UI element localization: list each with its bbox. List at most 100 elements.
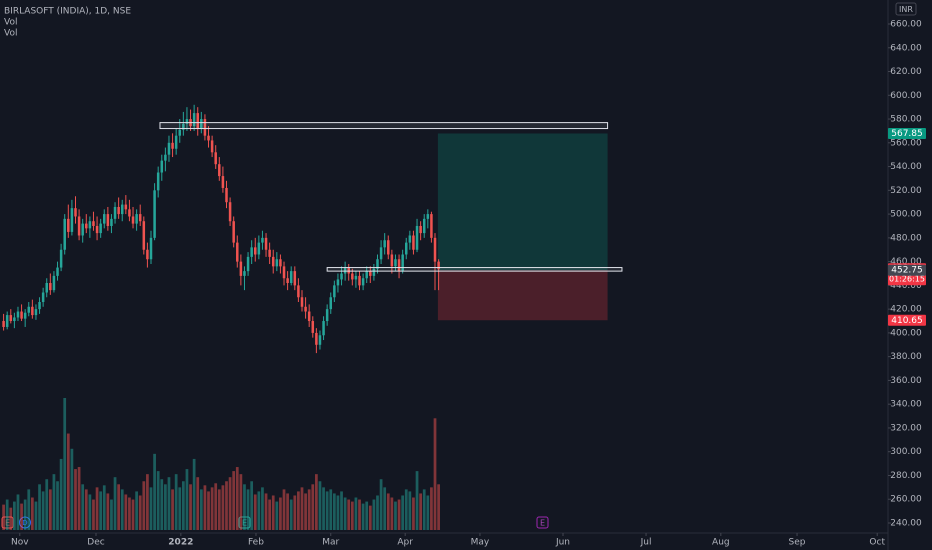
volume-bar [257,491,261,530]
volume-bar [271,495,275,530]
x-tick-label: Sep [789,538,806,548]
y-tick-label: 420.00 [890,305,922,315]
event-badge [536,516,549,529]
candle-body [221,176,225,188]
x-tick-label: Oct [869,538,885,548]
candle-body [340,273,343,280]
y-tick-label: 260.00 [890,495,922,505]
volume-bar [397,499,401,530]
volume-bar [203,485,207,530]
candle-body [372,268,376,276]
stop-zone [437,270,608,321]
candle-body [307,311,311,322]
volume-bar [332,493,336,530]
volume-bar [81,484,85,530]
candle-body [67,218,70,232]
volume-bar [368,505,372,530]
candle-body [293,271,297,286]
level-box [326,267,623,272]
y-tick-label: 400.00 [890,328,922,338]
candle-body [394,259,397,267]
volume-bar [56,481,59,530]
candle-body [336,279,340,286]
candle-body [422,218,426,234]
currency-box [895,2,917,16]
volume-bar [9,507,13,530]
candle-body [437,261,440,270]
candle-body [218,164,221,177]
candle-body [354,275,358,280]
candle-body [261,237,264,243]
y-tick-label: 380.00 [890,352,922,362]
volume-bar [196,477,200,530]
candle-body [13,317,16,322]
candle-body [300,297,304,307]
y-tick-label: 480.00 [890,233,922,243]
volume-bar [225,481,228,530]
y-tick-label: 580.00 [890,115,922,125]
candle-body [387,240,390,255]
x-tick-label: Jul [640,538,652,548]
volume-bar [210,487,214,530]
volume-bar [88,494,92,530]
volume-bar [20,503,23,530]
candle-body [426,214,430,219]
volume-bar [264,493,268,530]
volume-bar [110,499,113,530]
x-tick-label: Apr [397,538,413,548]
candle-body [81,223,84,236]
x-tick-label: Jun [555,538,570,548]
x-tick-label: Nov [11,538,29,548]
y-tick-label: 600.00 [890,91,922,101]
y-tick-label: 540.00 [890,162,922,172]
candle-body [243,271,246,276]
candle-body [315,332,318,345]
volume-bar [106,493,110,530]
candle-body [45,283,48,293]
volume-bar [70,448,74,530]
volume-bar [181,481,185,530]
y-tick-label: 500.00 [890,210,922,220]
candle-body [397,259,401,272]
volume-bar [16,494,20,530]
candle-body [56,267,59,276]
candle-body [376,259,379,269]
volume-bar [146,474,149,530]
candle-body [333,285,336,298]
price-label-box [888,314,926,326]
candle-body [361,278,365,286]
candle-body [178,129,182,136]
candle-body [286,278,289,284]
x-tick-label: 2022 [168,538,193,548]
volume-bar [13,501,16,530]
candle-body [275,259,279,267]
volume-bar [318,481,322,530]
candle-body [138,214,142,222]
candle-body [171,142,174,149]
candle-body [120,204,124,215]
candle-body [41,292,45,303]
candle-body [128,209,131,217]
volume-bar [415,471,419,530]
volume-bar [128,497,131,530]
y-tick-label: 320.00 [890,423,922,433]
volume-bar [394,501,397,530]
volume-bar [192,458,196,530]
y-tick-label: 300.00 [890,447,922,457]
volume-bar [2,504,5,530]
candle-body [182,123,185,130]
candle-body [351,273,354,280]
volume-bar [124,494,128,530]
volume-bar [329,489,333,530]
volume-bar [343,497,347,530]
volume-bar [419,493,422,530]
volume-bar [59,458,63,530]
candle-body [174,135,178,149]
candle-body [236,242,239,262]
volume-bar [45,479,49,530]
x-tick-label: Dec [87,538,104,548]
candle-body [77,216,81,236]
y-tick-label: 460.00 [890,257,922,267]
volume-bar [221,485,225,530]
candle-body [63,218,66,250]
